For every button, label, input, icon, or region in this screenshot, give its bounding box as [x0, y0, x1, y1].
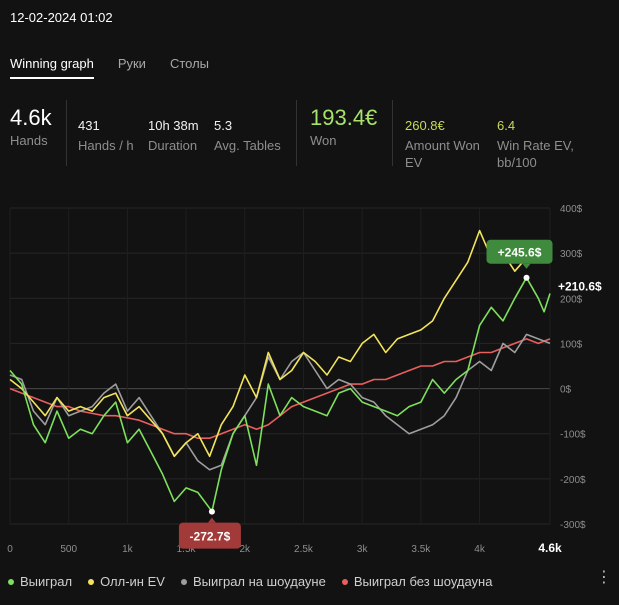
- x-tick-label: 4.6k: [538, 541, 562, 555]
- stat-avg-tables-label: Avg. Tables: [214, 138, 281, 153]
- series-line-1: [9, 229, 551, 458]
- x-tick-label: 1.5k: [177, 544, 197, 555]
- stats-divider: [66, 100, 67, 166]
- series-line-0: [9, 276, 551, 513]
- x-tick-label: 0: [7, 544, 13, 555]
- stats-bar: 4.6k Hands 431 Hands / h 10h 38m Duratio…: [0, 100, 619, 174]
- chart-legend: Выиграл Олл-ин EV Выиграл на шоудауне Вы…: [8, 574, 508, 589]
- stat-amount-won-ev-label-line2: EV: [405, 155, 423, 170]
- legend-dot-allin-ev: [88, 578, 95, 585]
- x-tick-label: 3.5k: [411, 544, 431, 555]
- min-badge-pointer: [207, 517, 216, 523]
- stat-won-value: 193.4€: [310, 105, 378, 130]
- tab-bar: Winning graph Руки Столы: [10, 56, 233, 79]
- stat-won: 193.4€ Won: [310, 104, 377, 149]
- stat-win-rate-ev-label-line2: bb/100: [497, 155, 537, 170]
- x-tick-label: 1k: [122, 544, 134, 555]
- stats-divider: [392, 100, 393, 166]
- stat-avg-tables-value: 5.3: [214, 118, 233, 133]
- max-point-marker: [523, 274, 530, 281]
- stat-hands-per-hour: 431 Hands / h: [78, 104, 134, 154]
- stat-amount-won-ev-label: Amount Won EV: [405, 137, 480, 171]
- stat-win-rate-ev-label: Win Rate EV, bb/100: [497, 137, 574, 171]
- legend-item-won[interactable]: Выиграл: [8, 574, 72, 589]
- stat-hands-label: Hands: [10, 133, 48, 148]
- legend-dot-won: [8, 578, 14, 585]
- stat-win-rate-ev-value: 6.4: [497, 118, 516, 133]
- min-label: -272.7$: [190, 530, 231, 544]
- y-tick-label: 0$: [560, 385, 572, 396]
- stat-hands-value: 4.6k: [10, 105, 52, 130]
- y-tick-label: 100$: [560, 339, 583, 350]
- stat-duration: 10h 38m Duration: [148, 104, 199, 154]
- legend-label-won: Выиграл: [20, 574, 73, 589]
- stat-amount-won-ev-label-line1: Amount Won: [405, 138, 480, 153]
- legend-label-showdown: Выиграл на шоудауне: [192, 574, 326, 589]
- x-tick-label: 2.5k: [294, 544, 314, 555]
- stat-hands: 4.6k Hands: [10, 104, 52, 149]
- series-line-2: [9, 333, 551, 471]
- end-value-label: +210.6$: [558, 280, 602, 294]
- stat-duration-value: 10h 38m: [148, 118, 199, 133]
- min-badge: [178, 522, 241, 549]
- y-tick-label: -100$: [560, 430, 586, 441]
- stat-duration-label: Duration: [148, 138, 198, 153]
- stat-amount-won-ev: 260.8€ Amount Won EV: [405, 104, 480, 171]
- legend-label-non-showdown: Выиграл без шоудауна: [353, 574, 493, 589]
- more-vertical-icon[interactable]: ⋮: [596, 569, 612, 586]
- winning-chart-svg[interactable]: 400$ 300$ 200$ 100$ 0$ -100$ -200$ -300$ 0 500 1k 1…: [0, 190, 619, 560]
- stat-win-rate-ev: 6.4 Win Rate EV, bb/100: [497, 104, 574, 171]
- stat-win-rate-ev-label-line1: Win Rate EV,: [497, 138, 574, 153]
- legend-dot-showdown: [180, 578, 187, 585]
- legend-item-showdown[interactable]: Выиграл на шоудауне: [180, 574, 326, 589]
- stats-divider: [296, 100, 297, 166]
- legend-item-non-showdown[interactable]: Выиграл без шоудауна: [341, 574, 493, 589]
- tab-winning-graph[interactable]: Winning graph: [10, 56, 94, 79]
- stat-avg-tables: 5.3 Avg. Tables: [214, 104, 281, 154]
- x-tick-label: 500: [60, 544, 77, 555]
- legend-dot-non-showdown: [341, 578, 348, 585]
- max-badge-pointer: [522, 263, 531, 269]
- y-tick-label: 300$: [560, 249, 583, 260]
- y-tick-label: 400$: [560, 204, 583, 215]
- stat-amount-won-ev-value: 260.8€: [405, 118, 445, 133]
- stat-hands-per-hour-label: Hands / h: [78, 138, 134, 153]
- y-tick-label: -200$: [560, 475, 586, 486]
- stat-won-label: Won: [310, 133, 337, 148]
- min-point-marker: [208, 508, 215, 515]
- winning-chart: 400$ 300$ 200$ 100$ 0$ -100$ -200$ -300$ 0 500 1k 1…: [0, 190, 619, 560]
- datetime: 12-02-2024 01:02: [10, 10, 113, 25]
- max-label: +245.6$: [498, 246, 542, 260]
- y-tick-label: 200$: [560, 294, 583, 305]
- legend-label-allin-ev: Олл-ин EV: [100, 574, 165, 589]
- tab-tables[interactable]: Столы: [169, 56, 210, 71]
- x-tick-label: 3k: [357, 544, 369, 555]
- y-tick-label: -300$: [560, 520, 586, 531]
- legend-item-allin-ev[interactable]: Олл-ин EV: [88, 574, 165, 589]
- max-badge: [486, 239, 553, 264]
- x-tick-label: 4k: [474, 544, 486, 555]
- x-tick-label: 2k: [240, 544, 252, 555]
- tab-hands[interactable]: Руки: [117, 56, 146, 71]
- stat-hands-per-hour-value: 431: [78, 118, 100, 133]
